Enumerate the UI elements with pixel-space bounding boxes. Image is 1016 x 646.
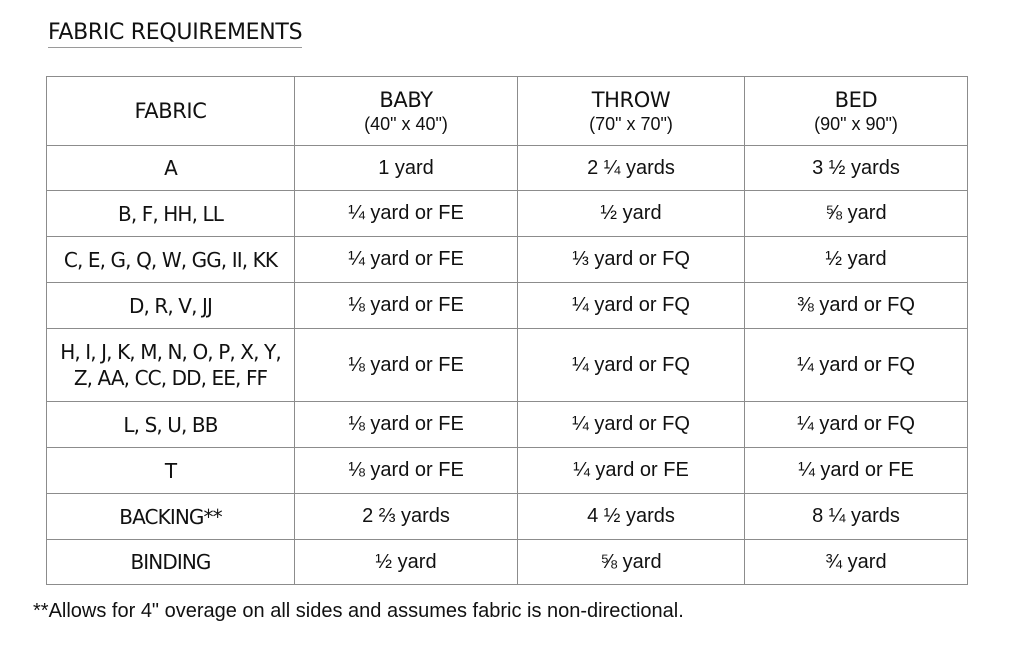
baby-amount-cell: ⅛ yard or FE — [294, 401, 518, 448]
fabric-cell: C, E, G, Q, W, GG, II, KK — [46, 236, 295, 283]
header-size-dims: (40" x 40") — [364, 114, 448, 134]
table-row: BACKING** 2 ⅔ yards 4 ½ yards 8 ¼ yards — [46, 493, 968, 540]
table-row: L, S, U, BB ⅛ yard or FE ¼ yard or FQ ¼ … — [46, 401, 968, 448]
fabric-cell: L, S, U, BB — [46, 401, 295, 448]
table-row: D, R, V, JJ ⅛ yard or FE ¼ yard or FQ ⅜ … — [46, 282, 968, 329]
table-row: B, F, HH, LL ¼ yard or FE ½ yard ⅝ yard — [46, 190, 968, 237]
throw-amount-cell: ¼ yard or FQ — [517, 282, 745, 329]
fabric-label: BINDING — [130, 550, 211, 574]
header-bed: BED (90" x 90") — [744, 76, 968, 146]
fabric-cell: BINDING — [46, 539, 295, 585]
header-baby: BABY (40" x 40") — [294, 76, 518, 146]
header-fabric: FABRIC — [46, 76, 295, 146]
bed-amount-cell: ½ yard — [744, 236, 968, 283]
baby-amount-cell: 2 ⅔ yards — [294, 493, 518, 540]
bed-amount-cell: ¾ yard — [744, 539, 968, 585]
table-row: H, I, J, K, M, N, O, P, X, Y, Z, AA, CC,… — [46, 328, 968, 402]
table-row: BINDING ½ yard ⅝ yard ¾ yard — [46, 539, 968, 585]
throw-amount-cell: ¼ yard or FE — [517, 447, 745, 494]
bed-amount-cell: 8 ¼ yards — [744, 493, 968, 540]
header-size-name: THROW — [591, 88, 671, 112]
page-title: FABRIC REQUIREMENTS — [48, 20, 303, 48]
baby-amount-cell: ¼ yard or FE — [294, 236, 518, 283]
throw-amount-cell: ½ yard — [517, 190, 745, 237]
fabric-requirements-table: FABRIC BABY (40" x 40") THROW (70" x 70"… — [46, 76, 968, 585]
fabric-label-line-2: Z, AA, CC, DD, EE, FF — [73, 366, 268, 390]
throw-amount-cell: 4 ½ yards — [517, 493, 745, 540]
fabric-label-line-1: H, I, J, K, M, N, O, P, X, Y, — [60, 340, 281, 364]
bed-amount-cell: ¼ yard or FE — [744, 447, 968, 494]
fabric-label: BACKING** — [119, 504, 222, 529]
bed-amount-cell: 3 ½ yards — [744, 145, 968, 191]
throw-amount-cell: ⅓ yard or FQ — [517, 236, 745, 283]
fabric-label: T — [164, 458, 177, 483]
header-size-dims: (70" x 70") — [589, 114, 673, 134]
throw-amount-cell: ⅝ yard — [517, 539, 745, 585]
throw-amount-cell: ¼ yard or FQ — [517, 328, 745, 402]
fabric-cell: T — [46, 447, 295, 494]
footnote: **Allows for 4" overage on all sides and… — [33, 600, 684, 622]
fabric-label: A — [164, 156, 178, 180]
fabric-cell: BACKING** — [46, 493, 295, 540]
fabric-cell: A — [46, 145, 295, 191]
bed-amount-cell: ⅝ yard — [744, 190, 968, 237]
table-row: C, E, G, Q, W, GG, II, KK ¼ yard or FE ⅓… — [46, 236, 968, 283]
header-throw: THROW (70" x 70") — [517, 76, 745, 146]
header-size-name: BABY — [379, 88, 433, 112]
fabric-label: C, E, G, Q, W, GG, II, KK — [63, 247, 278, 272]
fabric-cell: D, R, V, JJ — [46, 282, 295, 329]
table-header-row: FABRIC BABY (40" x 40") THROW (70" x 70"… — [46, 76, 968, 146]
header-size-name: BED — [834, 88, 878, 112]
baby-amount-cell: 1 yard — [294, 145, 518, 191]
header-size-dims: (90" x 90") — [814, 114, 898, 134]
table-row: T ⅛ yard or FE ¼ yard or FE ¼ yard or FE — [46, 447, 968, 494]
fabric-label: B, F, HH, LL — [118, 201, 224, 226]
bed-amount-cell: ¼ yard or FQ — [744, 401, 968, 448]
fabric-label: D, R, V, JJ — [128, 293, 213, 318]
fabric-label: L, S, U, BB — [123, 412, 218, 437]
baby-amount-cell: ⅛ yard or FE — [294, 447, 518, 494]
bed-amount-cell: ⅜ yard or FQ — [744, 282, 968, 329]
table-row: A 1 yard 2 ¼ yards 3 ½ yards — [46, 145, 968, 191]
baby-amount-cell: ⅛ yard or FE — [294, 328, 518, 402]
throw-amount-cell: ¼ yard or FQ — [517, 401, 745, 448]
bed-amount-cell: ¼ yard or FQ — [744, 328, 968, 402]
baby-amount-cell: ¼ yard or FE — [294, 190, 518, 237]
throw-amount-cell: 2 ¼ yards — [517, 145, 745, 191]
fabric-cell: B, F, HH, LL — [46, 190, 295, 237]
baby-amount-cell: ⅛ yard or FE — [294, 282, 518, 329]
baby-amount-cell: ½ yard — [294, 539, 518, 585]
fabric-cell: H, I, J, K, M, N, O, P, X, Y, Z, AA, CC,… — [46, 328, 295, 402]
